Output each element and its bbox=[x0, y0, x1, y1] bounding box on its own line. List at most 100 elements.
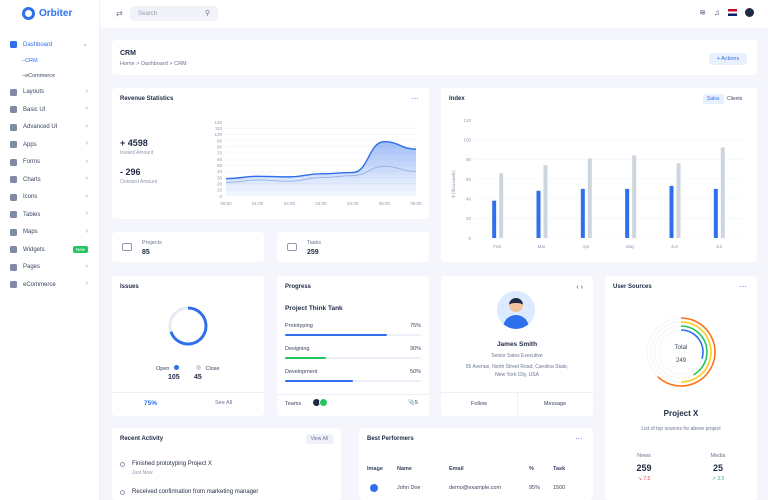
orbiter-logo-icon bbox=[22, 7, 35, 20]
sidebar-item-icons[interactable]: Icons › bbox=[0, 189, 100, 207]
divider bbox=[517, 393, 518, 416]
progress-row: Designing 30% bbox=[285, 346, 421, 359]
column-header: Name bbox=[397, 466, 412, 472]
chevron-right-icon: › bbox=[85, 175, 88, 182]
chevron-right-icon: › bbox=[85, 192, 88, 200]
x-tick-label: May bbox=[626, 244, 635, 249]
breadcrumb[interactable]: Home > Dashboard > CRM bbox=[120, 61, 187, 67]
view-all-button[interactable]: View All bbox=[305, 434, 333, 444]
y-tick-label: 40 bbox=[466, 196, 472, 201]
bar-sales[interactable] bbox=[492, 200, 497, 238]
search-placeholder: Search bbox=[138, 10, 158, 17]
carousel-arrows[interactable]: ‹ › bbox=[576, 284, 583, 291]
x-tick-label: 05:00 bbox=[379, 201, 391, 206]
progress-track bbox=[285, 357, 421, 359]
bar-sales[interactable] bbox=[536, 190, 541, 238]
language-flag-icon[interactable] bbox=[728, 9, 737, 16]
ring-arc bbox=[657, 317, 716, 387]
see-all-link[interactable]: See All bbox=[215, 400, 233, 406]
sidebar-item-apps[interactable]: Apps › bbox=[0, 136, 100, 154]
message-button[interactable]: Message bbox=[543, 401, 567, 407]
inward-label: Inward Amount bbox=[120, 150, 154, 156]
table-icon bbox=[10, 211, 17, 219]
app-logo[interactable]: Orbiter bbox=[22, 7, 72, 20]
user-avatar[interactable] bbox=[745, 8, 754, 17]
actions-button[interactable]: + Actions bbox=[709, 53, 747, 65]
ring-center-label: Total bbox=[674, 345, 688, 351]
source-stat-value: 25 bbox=[712, 463, 723, 473]
open-dot-icon bbox=[174, 365, 179, 370]
tab-sales[interactable]: Sales bbox=[703, 94, 724, 104]
sidebar-item-dashboard[interactable]: Dashboard ⌄ bbox=[0, 36, 100, 54]
ring-arc bbox=[680, 325, 708, 376]
sidebar-item-forms[interactable]: Forms › bbox=[0, 154, 100, 172]
projects-card[interactable]: Projects 85 bbox=[112, 232, 264, 262]
project-name: Project Think Tank bbox=[285, 305, 343, 312]
activity-time: Just Now bbox=[132, 470, 153, 476]
layout-icon bbox=[10, 88, 17, 96]
bar-clients[interactable] bbox=[499, 173, 504, 238]
bar-clients[interactable] bbox=[632, 155, 637, 238]
search-input[interactable]: Search ⚲ bbox=[130, 6, 218, 21]
x-tick-label: 02:00 bbox=[284, 201, 296, 206]
inward-value: + 4598 bbox=[120, 138, 148, 148]
donut-slice bbox=[168, 306, 189, 333]
table-row[interactable]: John Doe demo@example.com 95% 1500 bbox=[367, 481, 575, 495]
bar-clients[interactable] bbox=[587, 158, 592, 238]
profile-card: ‹ › James Smith Senior Sales Executive 5… bbox=[441, 276, 593, 416]
sidebar-subitem-ecommerce[interactable]: – eCommerce bbox=[22, 73, 56, 79]
x-tick-label: Jul bbox=[716, 244, 722, 249]
bar-sales[interactable] bbox=[669, 185, 674, 238]
y-tick-label: 60 bbox=[217, 157, 223, 162]
bar-sales[interactable] bbox=[713, 188, 718, 238]
more-icon[interactable]: ⋯ bbox=[575, 436, 583, 443]
timeline-dot-icon bbox=[120, 462, 125, 467]
outward-label: Outward Amount bbox=[120, 179, 158, 185]
sidebar-item-pages[interactable]: Pages › bbox=[0, 259, 100, 277]
activity-icon[interactable]: ≋ bbox=[699, 8, 706, 17]
y-tick-label: 20 bbox=[466, 216, 472, 221]
tab-clients[interactable]: Clients bbox=[727, 96, 743, 102]
sidebar-item-tables[interactable]: Tables › bbox=[0, 206, 100, 224]
tasks-card[interactable]: Tasks 259 bbox=[277, 232, 429, 262]
bar-clients[interactable] bbox=[720, 147, 725, 238]
sidebar-item-basic-ui[interactable]: Basic UI › bbox=[0, 101, 100, 119]
progress-track bbox=[285, 380, 421, 382]
search-icon[interactable]: ⚲ bbox=[204, 10, 210, 17]
sidebar-item-layouts[interactable]: Layouts › bbox=[0, 84, 100, 102]
follow-button[interactable]: Follow bbox=[471, 401, 487, 407]
progress-fill bbox=[285, 334, 387, 336]
tasks-label: Tasks bbox=[307, 240, 322, 246]
star-icon bbox=[10, 193, 17, 201]
y-tick-label: 60 bbox=[466, 177, 472, 182]
sidebar-item-advanced-ui[interactable]: Advanced UI › bbox=[0, 119, 100, 137]
y-tick-label: 70 bbox=[217, 151, 223, 156]
column-header: Image bbox=[367, 466, 383, 472]
more-icon[interactable]: ⋯ bbox=[411, 96, 419, 103]
teams-label: Teams bbox=[285, 401, 302, 407]
bar-clients[interactable] bbox=[543, 165, 548, 238]
revenue-title: Revenue Statistics bbox=[120, 96, 174, 102]
bell-icon[interactable]: ♫ bbox=[714, 8, 720, 17]
ring-center-value: 249 bbox=[675, 358, 686, 364]
more-icon[interactable]: ⋯ bbox=[739, 284, 747, 291]
y-tick-label: 20 bbox=[217, 181, 223, 186]
bar-clients[interactable] bbox=[676, 163, 681, 238]
sidebar-subitem-label: CRM bbox=[25, 58, 38, 64]
sidebar-subitem-crm[interactable]: – CRM bbox=[22, 58, 38, 64]
bar-sales[interactable] bbox=[625, 188, 630, 238]
sidebar-item-maps[interactable]: Maps › bbox=[0, 224, 100, 242]
profile-avatar[interactable] bbox=[497, 291, 535, 329]
folder-icon bbox=[122, 243, 132, 251]
team-avatar[interactable] bbox=[319, 398, 328, 407]
attachments-count[interactable]: 📎5 bbox=[408, 400, 418, 406]
performers-title: Best Performers bbox=[367, 436, 414, 442]
bar-sales[interactable] bbox=[580, 188, 585, 238]
clipboard-icon bbox=[287, 243, 297, 251]
sidebar-item-ecommerce[interactable]: eCommerce › bbox=[0, 276, 100, 294]
progress-value: 50% bbox=[409, 369, 421, 375]
sidebar-item-widgets[interactable]: Widgets New bbox=[0, 241, 100, 259]
sidebar-toggle-icon[interactable]: ⇄ bbox=[116, 9, 123, 18]
sidebar-item-charts[interactable]: Charts › bbox=[0, 171, 100, 189]
activity-text: Received confirmation from marketing man… bbox=[132, 489, 259, 495]
